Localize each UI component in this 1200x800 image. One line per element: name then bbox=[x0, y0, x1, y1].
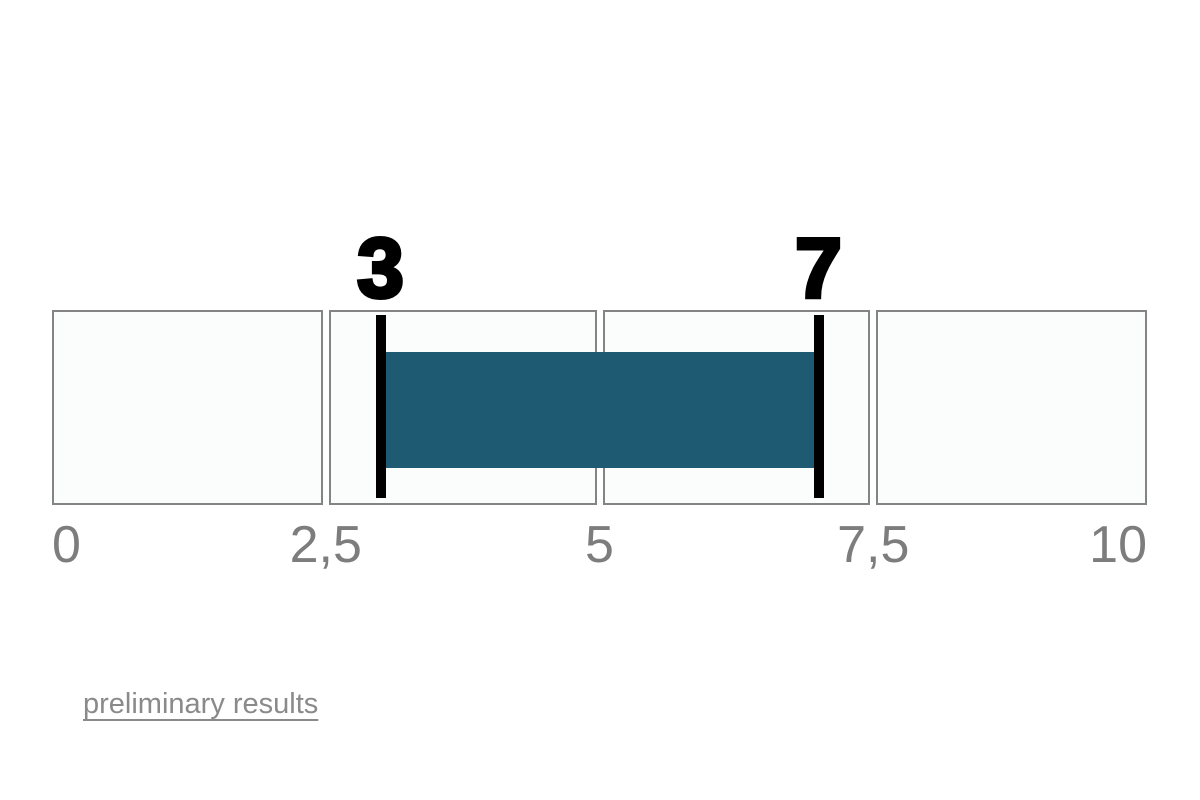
range-bar bbox=[380, 352, 819, 468]
range-chart-track: 3 7 bbox=[52, 224, 1147, 505]
range-start-value-label: 3 bbox=[355, 221, 406, 315]
range-start-marker bbox=[375, 315, 386, 498]
scale-segment bbox=[876, 310, 1147, 505]
axis-tick-label: 2,5 bbox=[289, 516, 362, 574]
x-axis: 0 2,5 5 7,5 10 bbox=[52, 505, 1147, 595]
axis-tick-label: 10 bbox=[1089, 516, 1147, 574]
range-end-marker bbox=[813, 315, 824, 498]
axis-tick-label: 5 bbox=[585, 516, 614, 574]
preliminary-results-link[interactable]: preliminary results bbox=[83, 688, 319, 720]
scale-segment bbox=[52, 310, 323, 505]
axis-tick-label: 0 bbox=[52, 516, 81, 574]
range-end-value-label: 7 bbox=[793, 221, 844, 315]
axis-tick-label: 7,5 bbox=[837, 516, 910, 574]
